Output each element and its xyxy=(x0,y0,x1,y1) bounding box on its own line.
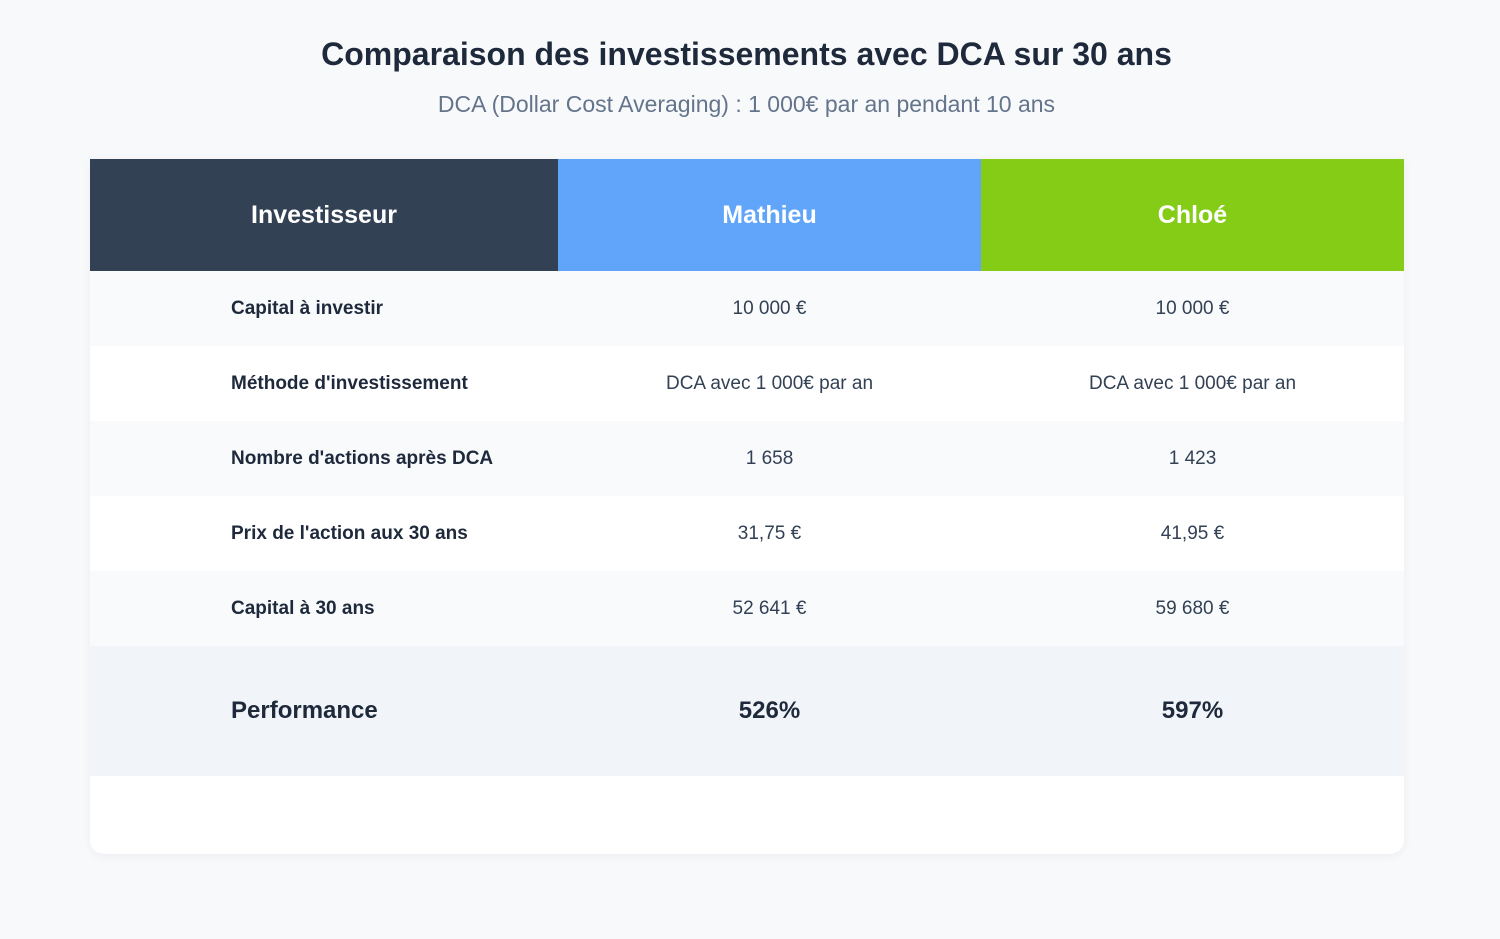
table-header-row: Investisseur Mathieu Chloé xyxy=(90,159,1404,271)
chloe-value: 59 680 € xyxy=(1155,597,1230,619)
page-subtitle: DCA (Dollar Cost Averaging) : 1 000€ par… xyxy=(437,91,1056,117)
chloe-value: 10 000 € xyxy=(1155,297,1230,319)
row-label: Nombre d'actions après DCA xyxy=(231,447,494,469)
row-label: Méthode d'investissement xyxy=(231,372,468,394)
chloe-performance: 597% xyxy=(1161,697,1224,724)
table-row: Capital à 30 ans 52 641 € 59 680 € xyxy=(90,571,1404,646)
comparison-table: Investisseur Mathieu Chloé Capital à inv… xyxy=(90,159,1404,854)
page-title: Comparaison des investissements avec DCA… xyxy=(321,36,1172,72)
mathieu-value: DCA avec 1 000€ par an xyxy=(665,372,874,394)
mathieu-value: 52 641 € xyxy=(732,597,807,619)
mathieu-performance: 526% xyxy=(738,697,801,724)
performance-row: Performance 526% 597% xyxy=(90,646,1404,776)
table-row: Nombre d'actions après DCA 1 658 1 423 xyxy=(90,421,1404,496)
mathieu-value: 31,75 € xyxy=(737,522,802,544)
row-label: Capital à 30 ans xyxy=(231,597,375,619)
row-label: Prix de l'action aux 30 ans xyxy=(231,522,468,544)
header-mathieu: Mathieu xyxy=(558,159,981,271)
chloe-value: DCA avec 1 000€ par an xyxy=(1088,372,1297,394)
chloe-value: 1 423 xyxy=(1168,447,1217,469)
mathieu-value: 10 000 € xyxy=(732,297,807,319)
table-row: Capital à investir 10 000 € 10 000 € xyxy=(90,271,1404,346)
mathieu-value: 1 658 xyxy=(745,447,794,469)
header-investisseur: Investisseur xyxy=(90,159,558,271)
performance-label: Performance xyxy=(231,697,378,724)
chloe-value: 41,95 € xyxy=(1160,522,1225,544)
row-label: Capital à investir xyxy=(231,297,384,319)
header-chloe: Chloé xyxy=(981,159,1404,271)
table-row: Prix de l'action aux 30 ans 31,75 € 41,9… xyxy=(90,496,1404,571)
table-row: Méthode d'investissement DCA avec 1 000€… xyxy=(90,346,1404,421)
